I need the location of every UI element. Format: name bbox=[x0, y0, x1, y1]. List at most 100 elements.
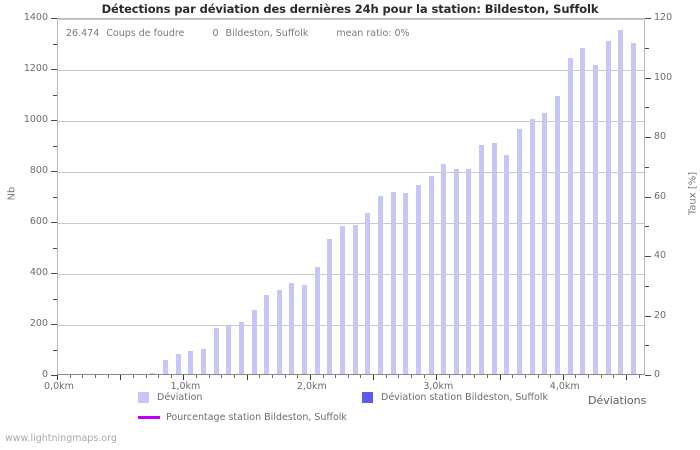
gridline bbox=[58, 274, 644, 275]
y2-tick-minor bbox=[645, 226, 649, 228]
y-tick-minor bbox=[53, 145, 57, 147]
legend-item[interactable]: Déviation station Bildeston, Suffolk bbox=[362, 392, 548, 403]
x-tick-minor bbox=[449, 375, 450, 378]
bar bbox=[365, 213, 371, 374]
bar bbox=[175, 353, 181, 374]
x-tick-minor bbox=[600, 375, 602, 378]
y-tick-minor bbox=[53, 247, 57, 249]
legend-swatch-icon bbox=[362, 392, 373, 403]
x-tick-minor bbox=[208, 375, 210, 378]
bar bbox=[517, 129, 523, 374]
x-tick-minor bbox=[638, 375, 640, 378]
bar bbox=[238, 321, 244, 374]
annotation-station-name: Bildeston, Suffolk bbox=[225, 28, 309, 39]
bar bbox=[630, 42, 636, 374]
x-tick-minor bbox=[613, 375, 615, 378]
x-axis-tick-label: 1,0km bbox=[170, 381, 201, 392]
x-tick-minor bbox=[474, 375, 476, 378]
x-tick-minor bbox=[259, 375, 261, 378]
bar bbox=[327, 238, 333, 374]
y2-axis-tick-label: 120 bbox=[654, 12, 673, 23]
bar bbox=[415, 185, 421, 374]
x-tick-minor bbox=[145, 375, 147, 378]
chart-annotation: 26.474 Coups de foudre 0 Bildeston, Suff… bbox=[66, 28, 414, 39]
x-tick-minor bbox=[385, 375, 387, 378]
y2-tick-major bbox=[645, 77, 651, 79]
x-tick-minor bbox=[132, 375, 134, 378]
y-tick-major bbox=[51, 324, 57, 325]
y2-tick-minor bbox=[645, 285, 649, 287]
x-tick-minor bbox=[398, 375, 400, 378]
legend-line-icon bbox=[138, 416, 160, 419]
bar bbox=[314, 266, 320, 374]
x-tick-minor bbox=[575, 375, 577, 378]
x-tick-minor bbox=[512, 375, 514, 378]
y2-axis-tick-label: 100 bbox=[654, 71, 673, 83]
bar bbox=[580, 47, 586, 374]
y2-tick-major bbox=[645, 196, 651, 198]
annotation-station-count: 0 bbox=[212, 28, 219, 39]
legend-item[interactable]: Pourcentage station Bildeston, Suffolk bbox=[138, 412, 347, 423]
y-tick-minor bbox=[53, 298, 57, 300]
x-axis-tick-label: 4,0km bbox=[549, 381, 580, 392]
bar bbox=[441, 163, 447, 374]
bar bbox=[403, 192, 409, 374]
x-tick-minor bbox=[550, 375, 552, 378]
bar bbox=[605, 41, 611, 374]
x-tick-minor bbox=[94, 375, 96, 378]
x-tick-minor bbox=[284, 375, 286, 378]
x-tick-minor bbox=[221, 375, 223, 378]
x-tick-major bbox=[120, 375, 122, 380]
x-tick-major bbox=[436, 375, 438, 380]
y-tick-major bbox=[51, 69, 57, 70]
y-tick-minor bbox=[53, 349, 57, 351]
bar bbox=[529, 119, 535, 374]
y-axis-tick-label: 1000 bbox=[23, 114, 48, 125]
y-tick-minor bbox=[53, 196, 57, 198]
chart-legend: Déviation Déviation station Bildeston, Su… bbox=[0, 392, 700, 432]
x-tick-minor bbox=[411, 375, 413, 378]
x-axis-tick-label: 0,0km bbox=[44, 381, 74, 392]
bar bbox=[340, 226, 346, 374]
x-tick-minor bbox=[82, 375, 84, 378]
y2-tick-major bbox=[645, 18, 651, 19]
x-tick-major bbox=[246, 375, 248, 380]
bar bbox=[150, 373, 156, 374]
chart-title: Détections par déviation des dernières 2… bbox=[101, 2, 599, 16]
y2-axis-tick-label: 0 bbox=[654, 369, 661, 380]
y-tick-major bbox=[51, 120, 57, 121]
annotation-count-label: Coups de foudre bbox=[106, 28, 185, 39]
legend-item[interactable]: Déviation bbox=[138, 392, 202, 403]
bar bbox=[554, 96, 560, 374]
x-tick-major bbox=[309, 375, 311, 380]
legend-swatch-icon bbox=[138, 392, 149, 403]
y2-axis-tick-label: 20 bbox=[654, 309, 667, 321]
y-tick-major bbox=[51, 18, 57, 19]
bar bbox=[137, 373, 143, 374]
gridline bbox=[58, 121, 644, 122]
x-tick-minor bbox=[486, 375, 488, 378]
y2-tick-major bbox=[645, 315, 651, 317]
x-tick-minor bbox=[234, 375, 236, 378]
x-tick-major bbox=[499, 375, 501, 380]
y2-axis-tick-label: 80 bbox=[654, 131, 667, 142]
y-axis-tick-label: 200 bbox=[29, 318, 48, 329]
annotation-mean-ratio: mean ratio: 0% bbox=[336, 28, 410, 39]
bar bbox=[491, 143, 497, 374]
x-tick-major bbox=[373, 375, 375, 380]
y-axis-tick-label: 800 bbox=[29, 165, 48, 176]
legend-label: Déviation station Bildeston, Suffolk bbox=[381, 392, 548, 403]
bar bbox=[213, 328, 219, 374]
x-tick-minor bbox=[524, 375, 526, 378]
bar bbox=[479, 144, 485, 374]
y2-tick-minor bbox=[645, 345, 649, 347]
gridline bbox=[58, 172, 644, 173]
y-axis-tick-label: 1200 bbox=[23, 63, 48, 74]
bar bbox=[466, 168, 472, 374]
y-axis-tick-label: 0 bbox=[41, 369, 48, 380]
y-tick-minor bbox=[53, 43, 57, 45]
bar bbox=[162, 359, 168, 374]
y2-axis-tick-label: 60 bbox=[654, 190, 667, 202]
x-tick-minor bbox=[322, 375, 324, 378]
bar bbox=[377, 195, 383, 374]
